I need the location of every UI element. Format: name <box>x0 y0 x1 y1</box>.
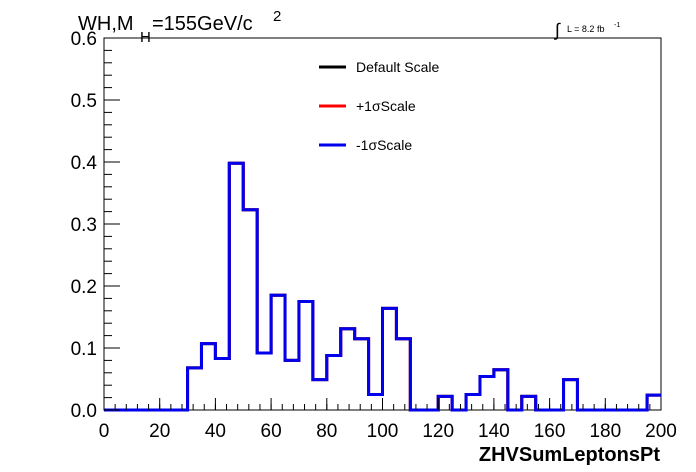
lumi-superscript: -1 <box>614 22 620 29</box>
x-tick-label: 120 <box>422 421 454 442</box>
x-tick-label: 140 <box>478 421 510 442</box>
y-tick-label: 0.3 <box>71 215 97 236</box>
y-tick-label: 0.5 <box>71 91 97 112</box>
legend-label-default: Default Scale <box>356 59 439 75</box>
x-tick-label: 20 <box>149 421 170 442</box>
y-tick-label: 0.4 <box>71 153 98 174</box>
legend-label-minus1sigma: -1σScale <box>356 137 412 153</box>
chart-title-superscript: 2 <box>273 8 281 25</box>
x-tick-label: 100 <box>367 421 399 442</box>
legend: Default Scale +1σScale -1σScale <box>319 59 439 153</box>
y-tick-label: 0.2 <box>71 277 97 298</box>
lumi-integral: ∫ <box>553 20 561 40</box>
y-tick-label: 0.1 <box>71 339 97 360</box>
series-line-2 <box>104 161 661 412</box>
x-tick-label: 180 <box>589 421 621 442</box>
series-layer <box>104 161 661 412</box>
x-axis: 0 20 40 60 80 100 120 140 160 180 200 <box>99 398 677 442</box>
x-tick-label: 40 <box>205 421 226 442</box>
legend-label-plus1sigma: +1σScale <box>356 98 416 114</box>
x-tick-label: 200 <box>645 421 677 442</box>
x-axis-label: ZHVSumLeptonsPt <box>479 444 660 466</box>
chart-title-subscript: H <box>140 29 151 46</box>
x-tick-label: 60 <box>261 421 282 442</box>
x-tick-label: 0 <box>99 421 110 442</box>
x-tick-label: 160 <box>534 421 566 442</box>
x-tick-label: 80 <box>316 421 337 442</box>
y-tick-label: 0.0 <box>71 401 97 422</box>
chart-title-rest: =155GeV/c <box>152 13 253 35</box>
chart-title: WH,M <box>78 13 134 35</box>
y-tick-label: 0.6 <box>71 29 97 50</box>
lumi-label: L = 8.2 fb <box>567 24 604 34</box>
y-axis: 0.0 0.1 0.2 0.3 0.4 0.5 0.6 <box>71 29 120 422</box>
